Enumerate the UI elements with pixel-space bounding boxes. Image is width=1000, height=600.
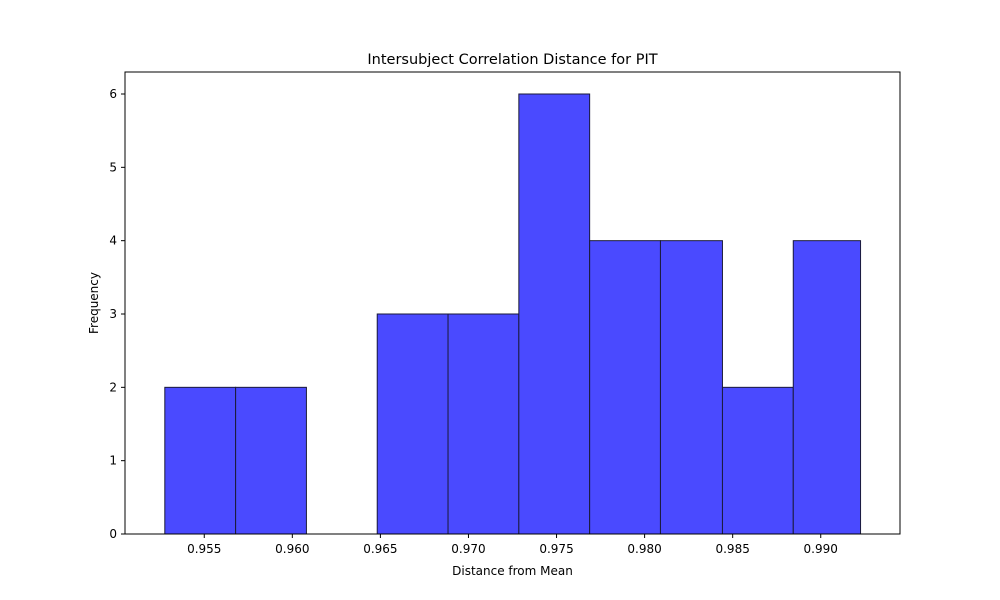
histogram-bar — [518, 93, 591, 535]
y-tick-label: 3 — [109, 307, 117, 321]
histogram-bar — [721, 386, 794, 535]
x-axis: 0.955 0.960 0.965 0.970 0.975 0.980 0.985 0.990 — [187, 534, 838, 556]
y-tick-label: 6 — [109, 87, 117, 101]
x-axis-title: Distance from Mean — [452, 564, 573, 578]
y-tick-label: 2 — [109, 380, 117, 394]
y-tick-label: 5 — [109, 160, 117, 174]
histogram-bar — [589, 240, 661, 535]
chart-title: Intersubject Correlation Distance for PI… — [367, 52, 657, 68]
y-tick-label: 4 — [109, 234, 117, 248]
histogram-bar — [659, 240, 723, 535]
x-tick-label: 0.960 — [275, 542, 309, 556]
x-tick-label: 0.985 — [715, 542, 749, 556]
y-tick-label: 0 — [109, 527, 117, 541]
histogram-bar — [792, 240, 862, 535]
x-tick-label: 0.980 — [627, 542, 661, 556]
x-tick-label: 0.955 — [187, 542, 221, 556]
y-axis-title: Frequency — [87, 272, 101, 334]
bars-group — [164, 93, 862, 535]
histogram-bar — [447, 313, 520, 535]
x-tick-label: 0.970 — [451, 542, 485, 556]
x-tick-label: 0.990 — [804, 542, 838, 556]
histogram-bar — [164, 386, 237, 535]
x-tick-label: 0.965 — [363, 542, 397, 556]
y-axis: 0 1 2 3 4 5 6 — [109, 87, 125, 541]
histogram-bar — [235, 386, 307, 535]
plot-frame — [124, 71, 901, 535]
y-tick-label: 1 — [109, 454, 117, 468]
histogram-bar — [376, 313, 449, 535]
x-tick-label: 0.975 — [539, 542, 573, 556]
